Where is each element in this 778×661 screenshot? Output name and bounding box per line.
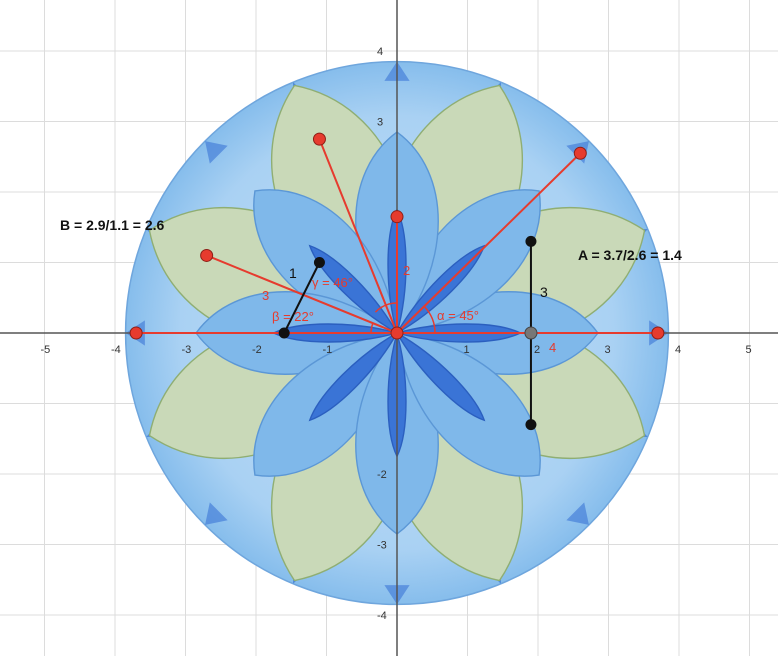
tick-labels: -5 -4 -3 -2 -1 1 2 3 4 5 4 3 -2 -3 -4 [41,46,752,622]
angle-beta-arc [370,322,374,334]
red-point [390,326,404,340]
rim-accent [205,502,228,525]
angle-beta-label: β = 22° [272,309,314,324]
x-tick-label: -3 [182,344,192,356]
x-tick-label: 3 [605,344,611,356]
red-point [312,132,326,146]
gray-point [524,326,538,340]
length-1-label: 1 [289,265,297,281]
x-tick-label: -2 [252,344,262,356]
red-point [200,248,214,262]
red-point [651,326,665,340]
petal-shape [308,244,399,335]
x-tick-label: 5 [746,344,752,356]
black-point [278,327,290,339]
petal-shape [395,331,486,422]
length-3-left-label: 3 [262,288,269,303]
length-3-right-label: 3 [540,284,548,300]
length-4-label: 4 [549,340,556,355]
star-ray [395,331,486,422]
y-tick-label: -4 [377,610,387,622]
red-point [573,146,587,160]
x-tick-label: 4 [675,344,681,356]
rim-accent [205,141,228,164]
x-tick-label: -5 [41,344,51,356]
y-tick-label: -3 [377,540,387,552]
x-tick-label: 2 [534,344,540,356]
black-point [313,257,325,268]
angle-alpha-arc [423,306,436,334]
star-ray [308,244,399,335]
angle-gamma-arc [374,302,398,313]
y-tick-label: 3 [377,117,383,129]
y-tick-label: 4 [377,46,383,58]
red-segment [318,138,398,334]
red-point [390,210,404,224]
angle-alpha-label: α = 45° [437,308,479,323]
x-tick-label: -4 [111,344,121,356]
red-segment [396,152,582,334]
x-tick-label: -1 [323,344,333,356]
black-segment-left [283,262,321,334]
rim-accent [566,502,589,525]
formula-a-label: A = 3.7/2.6 = 1.4 [578,247,682,263]
petal-shape [308,331,399,422]
angle-gamma-label: γ = 46° [312,275,353,290]
star-ray [308,331,399,422]
black-point [525,419,537,431]
black-point [525,235,537,247]
y-tick-label: -2 [377,469,387,481]
red-point [129,326,143,340]
length-2-label: 2 [403,263,410,278]
construction-points [129,132,665,431]
x-tick-label: 1 [464,344,470,356]
red-segment [206,254,398,334]
formula-b-label: B = 2.9/1.1 = 2.6 [60,217,165,233]
